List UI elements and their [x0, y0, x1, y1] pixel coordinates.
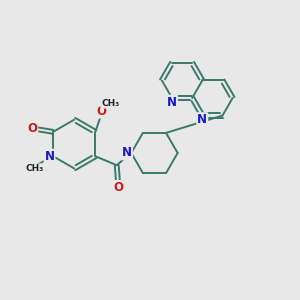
- Text: N: N: [122, 146, 132, 160]
- Text: O: O: [113, 181, 123, 194]
- Text: CH₃: CH₃: [25, 164, 44, 173]
- Text: O: O: [96, 105, 106, 118]
- Text: CH₃: CH₃: [101, 99, 119, 108]
- Text: O: O: [27, 122, 37, 135]
- Text: N: N: [167, 96, 177, 109]
- Text: N: N: [44, 150, 55, 163]
- Text: N: N: [197, 113, 207, 126]
